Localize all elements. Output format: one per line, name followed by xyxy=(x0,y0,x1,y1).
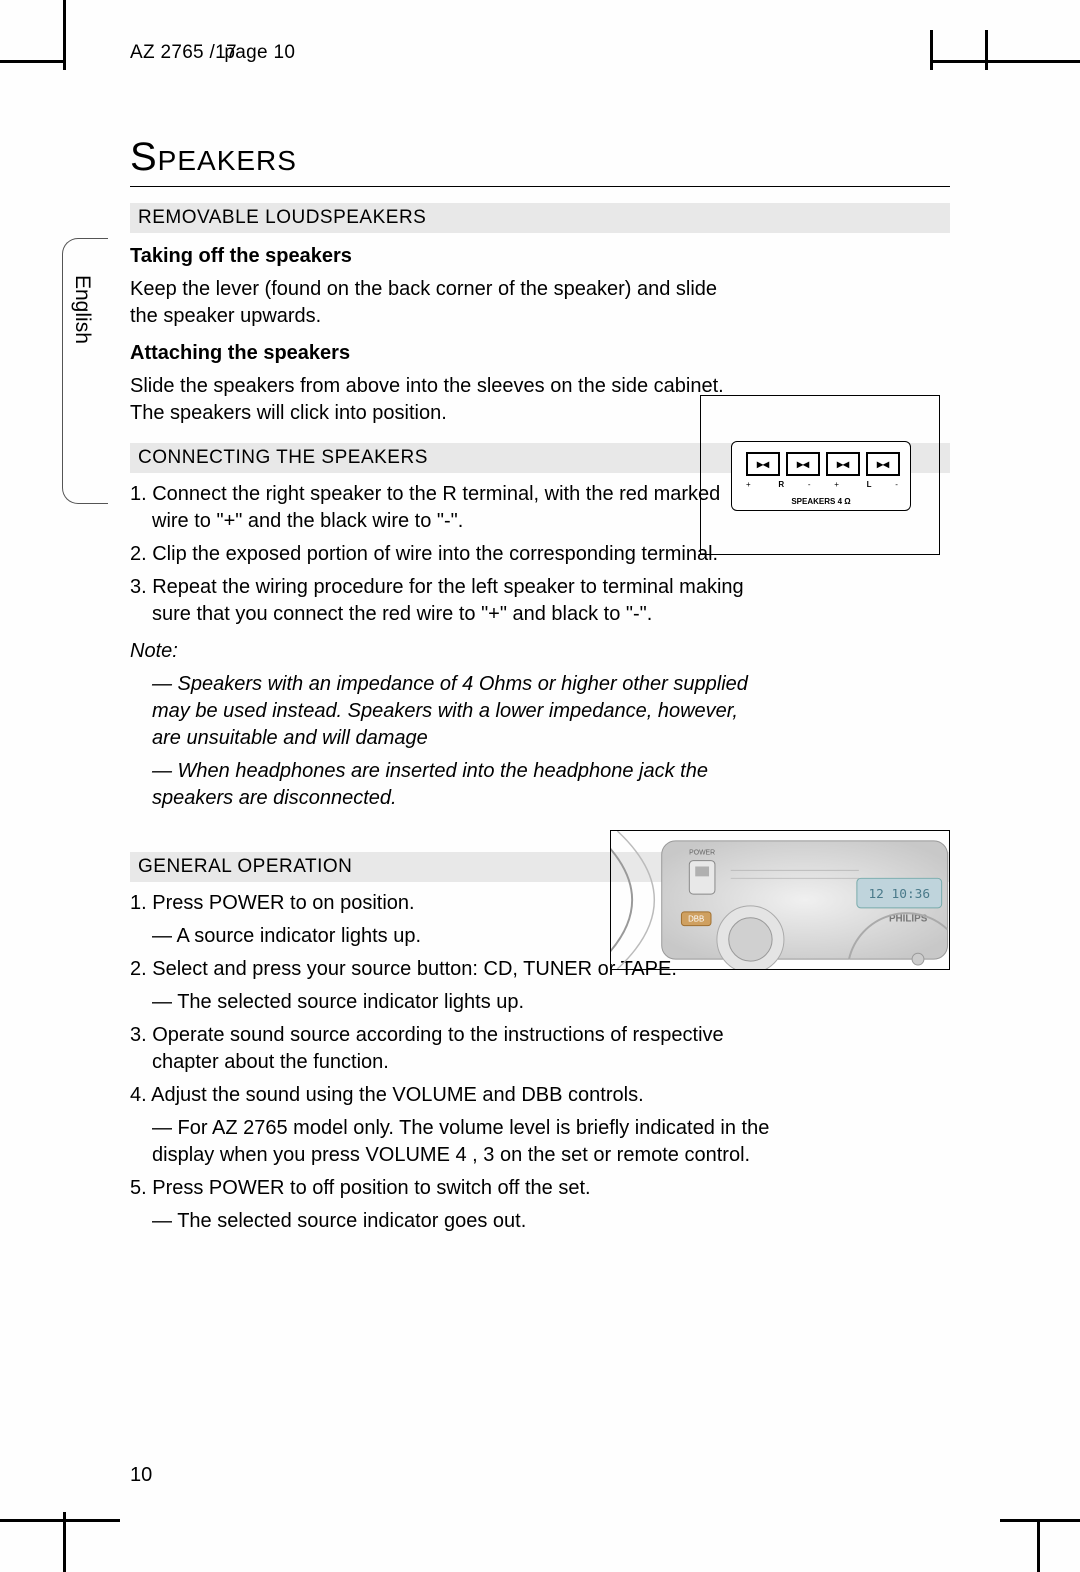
terminal-polarity-labels: + R - + L - xyxy=(746,480,898,489)
step-text: 3. Repeat the wiring procedure for the l… xyxy=(130,574,750,628)
page-label: page 10 xyxy=(224,42,295,63)
crop-mark xyxy=(985,30,988,70)
terminal-slots: ▸◂ ▸◂ ▸◂ ▸◂ xyxy=(746,452,900,476)
language-label: English xyxy=(70,275,94,344)
model-number: AZ 2765 /17 xyxy=(130,42,237,63)
crop-mark xyxy=(1000,1519,1080,1522)
body-text: Slide the speakers from above into the s… xyxy=(130,373,750,427)
display-value: 12 10:36 xyxy=(868,887,930,902)
crop-mark xyxy=(930,60,1080,63)
page: AZ 2765 /17 page 10 English Speakers REM… xyxy=(0,0,1080,1572)
header: AZ 2765 /17 page 10 xyxy=(130,42,295,64)
step-text: 1. Connect the right speaker to the R te… xyxy=(130,481,750,535)
step-text: 5. Press POWER to off position to switch… xyxy=(130,1175,790,1202)
power-label: POWER xyxy=(689,850,715,857)
step-text: 4. Adjust the sound using the VOLUME and… xyxy=(130,1082,790,1109)
section-body-removable: Taking off the speakers Keep the lever (… xyxy=(130,243,750,427)
polarity-label: - xyxy=(895,480,898,489)
section-heading-removable: REMOVABLE LOUDSPEAKERS xyxy=(130,203,950,233)
note-text: — When headphones are inserted into the … xyxy=(130,758,750,812)
note-text: — Speakers with an impedance of 4 Ohms o… xyxy=(130,671,750,752)
polarity-label: + xyxy=(834,480,839,489)
terminal-slot: ▸◂ xyxy=(786,452,820,476)
polarity-label: - xyxy=(808,480,811,489)
title-rule xyxy=(130,186,950,187)
step-text: 3. Operate sound source according to the… xyxy=(130,1022,790,1076)
radio-diagram: POWER DBB 12 10:36 PHILIPS xyxy=(610,830,950,970)
footer-page-number: 10 xyxy=(130,1464,152,1487)
section-body-connecting: 1. Connect the right speaker to the R te… xyxy=(130,481,750,812)
terminal-slot: ▸◂ xyxy=(826,452,860,476)
crop-mark xyxy=(1037,1522,1040,1572)
radio-svg: POWER DBB 12 10:36 PHILIPS xyxy=(611,831,949,969)
step-sub: — For AZ 2765 model only. The volume lev… xyxy=(130,1115,790,1169)
page-title: Speakers xyxy=(130,135,950,180)
side-label: R xyxy=(778,480,784,489)
terminal-diagram: ▸◂ ▸◂ ▸◂ ▸◂ + R - + L - SPEAKERS 4 Ω xyxy=(700,395,940,555)
step-sub: — The selected source indicator lights u… xyxy=(130,989,790,1016)
note-label: Note: xyxy=(130,638,750,665)
terminal-slot: ▸◂ xyxy=(746,452,780,476)
terminal-panel: ▸◂ ▸◂ ▸◂ ▸◂ + R - + L - SPEAKERS 4 Ω xyxy=(731,441,911,511)
crop-mark xyxy=(0,1519,120,1522)
subheading-taking-off: Taking off the speakers xyxy=(130,243,750,270)
side-label: L xyxy=(867,480,872,489)
body-text: Keep the lever (found on the back corner… xyxy=(130,276,750,330)
terminal-slot: ▸◂ xyxy=(866,452,900,476)
polarity-label: + xyxy=(746,480,751,489)
step-text: 2. Clip the exposed portion of wire into… xyxy=(130,541,750,568)
content-area: Speakers REMOVABLE LOUDSPEAKERS Taking o… xyxy=(130,135,950,1241)
crop-mark xyxy=(0,60,66,63)
step-sub: — The selected source indicator goes out… xyxy=(130,1208,790,1235)
dbb-label: DBB xyxy=(688,915,704,924)
subheading-attaching: Attaching the speakers xyxy=(130,340,750,367)
crop-mark xyxy=(930,30,933,70)
terminal-caption: SPEAKERS 4 Ω xyxy=(732,497,910,506)
